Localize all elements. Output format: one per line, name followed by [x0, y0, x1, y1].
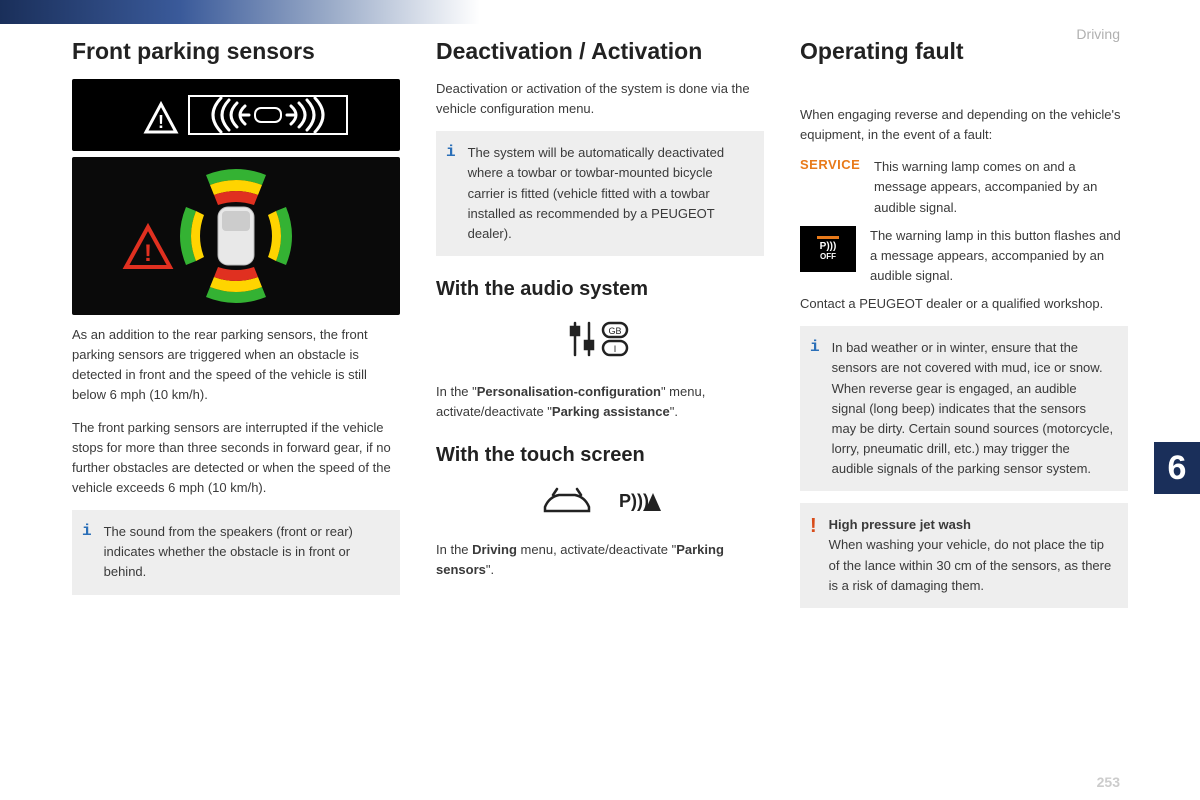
col2-info-text: The system will be automatically deactiv…	[468, 143, 750, 244]
col1-title: Front parking sensors	[72, 38, 400, 65]
col3: Operating fault When engaging reverse an…	[800, 38, 1128, 620]
parking-off-button-icon: P))) OFF	[800, 226, 856, 272]
service-lamp-icon: SERVICE	[800, 157, 860, 172]
touch-driving-icon: P)))	[436, 483, 764, 524]
service-row: SERVICE This warning lamp comes on and a…	[800, 157, 1128, 217]
col3-warnbox: ! High pressure jet wash When washing yo…	[800, 503, 1128, 608]
col2: Deactivation / Activation Deactivation o…	[436, 38, 764, 620]
page-content: Front parking sensors !	[0, 24, 1200, 620]
audio-settings-icon: GB I	[436, 317, 764, 366]
dashboard-panel-icon: !	[72, 79, 400, 151]
col3-info-text: In bad weather or in winter, ensure that…	[832, 338, 1114, 479]
info-icon: i	[446, 143, 456, 244]
col2-sub1: With the audio system	[436, 278, 764, 301]
warning-icon: !	[810, 515, 817, 596]
col3-infobox: i In bad weather or in winter, ensure th…	[800, 326, 1128, 491]
off-text: The warning lamp in this button flashes …	[870, 226, 1128, 286]
info-icon: i	[82, 522, 92, 582]
col1-info-text: The sound from the speakers (front or re…	[104, 522, 386, 582]
col1-body2: The front parking sensors are interrupte…	[72, 418, 400, 499]
info-icon: i	[810, 338, 820, 479]
off-row: P))) OFF The warning lamp in this button…	[800, 226, 1128, 286]
header-gradient-bar	[0, 0, 600, 24]
touch-text: In the Driving menu, activate/deactivate…	[436, 540, 764, 580]
col3-intro: When engaging reverse and depending on t…	[800, 105, 1128, 145]
col2-intro: Deactivation or activation of the system…	[436, 79, 764, 119]
svg-text:I: I	[614, 344, 617, 354]
col1-body1: As an addition to the rear parking senso…	[72, 325, 400, 406]
svg-text:!: !	[144, 240, 152, 267]
col3-warn-text: High pressure jet wash When washing your…	[829, 515, 1114, 596]
svg-text:GB: GB	[608, 326, 621, 336]
page-number: 253	[1097, 774, 1120, 790]
chapter-tab: 6	[1154, 442, 1200, 494]
col1-infobox: i The sound from the speakers (front or …	[72, 510, 400, 594]
svg-text:!: !	[158, 112, 164, 132]
audio-text: In the "Personalisation-configuration" m…	[436, 382, 764, 422]
col3-title: Operating fault	[800, 38, 1128, 65]
col2-title: Deactivation / Activation	[436, 38, 764, 65]
col2-sub2: With the touch screen	[436, 444, 764, 467]
sensor-illustration: !	[72, 157, 400, 315]
contact-text: Contact a PEUGEOT dealer or a qualified …	[800, 294, 1128, 314]
col2-infobox: i The system will be automatically deact…	[436, 131, 764, 256]
service-text: This warning lamp comes on and a message…	[874, 157, 1128, 217]
svg-text:P))): P)))	[619, 491, 649, 511]
col1: Front parking sensors !	[72, 38, 400, 620]
section-label: Driving	[1076, 26, 1120, 42]
